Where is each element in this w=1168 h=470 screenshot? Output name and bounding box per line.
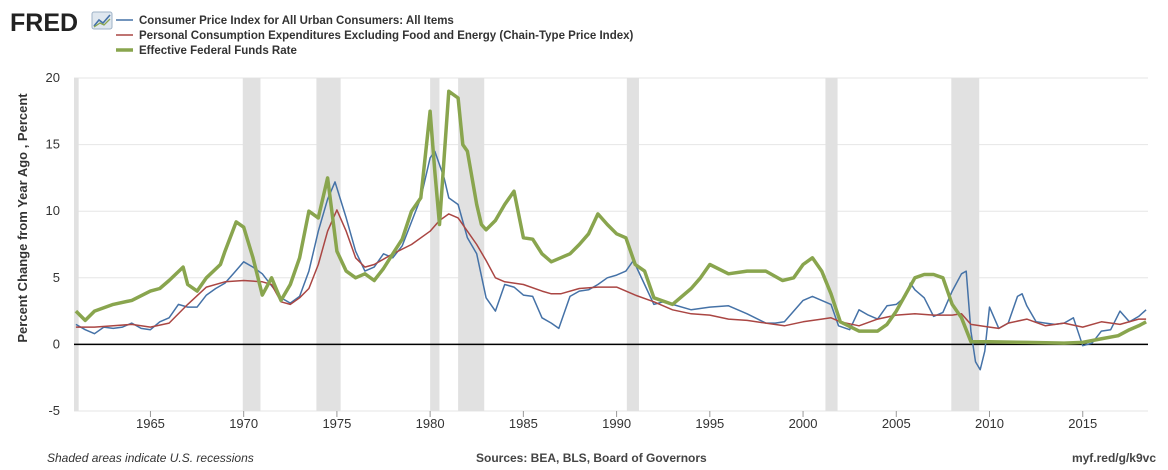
series-line-1 [75,150,1147,371]
y-tick-label: -5 [48,403,60,418]
x-tick-label: 1985 [509,416,538,431]
x-axis-ticks: 1965 1970 1975 1980 1985 1990 1995 2000 2005 2010… [136,411,1097,431]
sources-text: Sources: BEA, BLS, Board of Governors [476,451,707,465]
y-axis-label: Percent Change from Year Ago , Percent [15,93,30,343]
x-tick-label: 1975 [322,416,351,431]
recessions-note: Shaded areas indicate U.S. recessions [47,451,254,465]
x-tick-label: 1965 [136,416,165,431]
y-tick-label: 0 [53,336,60,351]
short-url[interactable]: myf.red/g/k9vc [1071,451,1156,465]
x-tick-label: 2005 [882,416,911,431]
recession-band [430,78,440,411]
fred-logo-text: FRED [10,9,78,37]
x-tick-label: 1990 [602,416,631,431]
y-tick-label: 5 [53,270,60,285]
legend-label: Consumer Price Index for All Urban Consu… [139,15,454,27]
x-tick-label: 1980 [416,416,445,431]
x-tick-label: 2000 [789,416,818,431]
x-tick-label: 2010 [975,416,1004,431]
fred-chart-icon [91,11,113,30]
recession-bands [74,78,980,411]
recession-band [242,78,261,411]
recession-band [626,78,639,411]
recession-band [825,78,838,411]
fred-logo[interactable]: FRED [10,9,113,37]
recession-band [74,78,79,411]
y-axis-ticks: -5 0 5 10 15 20 [46,70,60,418]
legend-label: Effective Federal Funds Rate [139,45,297,57]
chart-legend: Consumer Price Index for All Urban Consu… [116,15,634,57]
series-lines [74,89,1147,371]
y-tick-label: 15 [46,137,60,152]
x-tick-label: 1995 [695,416,724,431]
y-tick-label: 20 [46,70,60,85]
y-tick-label: 10 [46,203,60,218]
legend-label: Personal Consumption Expenditures Exclud… [139,30,634,42]
series-line-3 [74,89,1147,345]
x-tick-label: 2015 [1068,416,1097,431]
gridlines [74,77,1148,412]
x-tick-label: 1970 [229,416,258,431]
